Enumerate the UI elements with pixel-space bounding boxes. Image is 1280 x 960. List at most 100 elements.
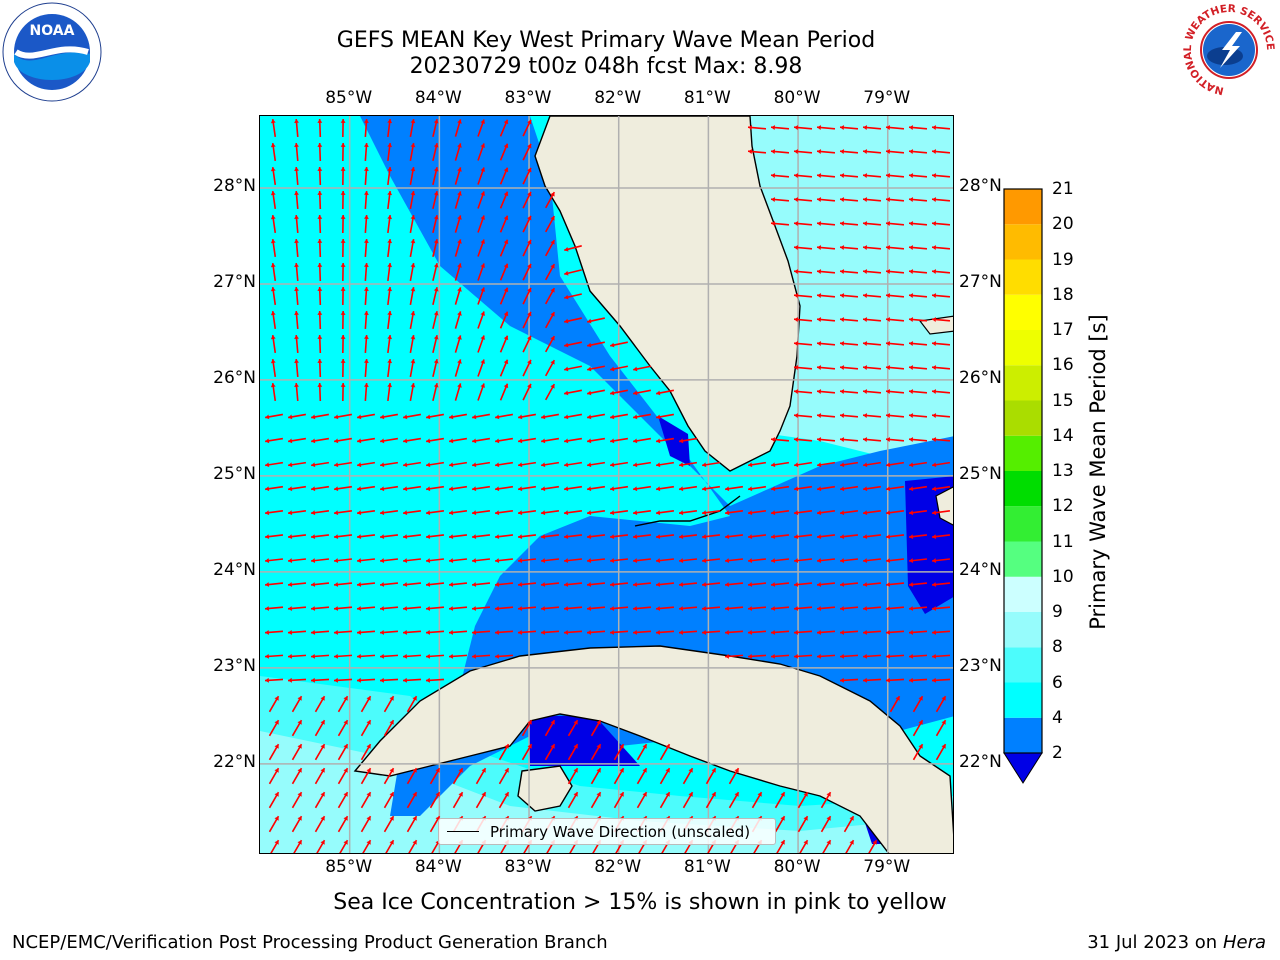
wave-arrow	[471, 510, 491, 516]
wave-arrow	[586, 413, 606, 420]
wave-arrow	[317, 310, 323, 330]
wave-arrow	[590, 791, 602, 809]
wave-arrow	[310, 630, 330, 635]
wave-arrow	[402, 510, 422, 516]
isla-juventud-land	[517, 765, 573, 812]
wave-arrow	[522, 191, 532, 209]
wave-arrow	[567, 743, 579, 761]
wave-arrow	[310, 534, 330, 540]
wave-arrow	[678, 630, 698, 635]
wave-arrow	[471, 630, 491, 635]
wave-arrow	[406, 815, 418, 833]
wave-arrow	[471, 461, 491, 468]
lat-label-left: 24°N	[213, 559, 256, 580]
wave-arrow	[586, 534, 606, 540]
wave-arrow	[291, 767, 303, 785]
wave-arrow	[774, 815, 786, 833]
wave-arrow	[816, 630, 836, 635]
wave-arrow	[409, 215, 416, 233]
wave-arrow	[793, 413, 813, 418]
wave-arrow	[425, 582, 445, 587]
wave-arrow	[839, 341, 859, 346]
colorbar-tick-label: 6	[1052, 672, 1063, 693]
wave-arrow	[862, 245, 882, 250]
wave-arrow	[770, 582, 790, 587]
wave-arrow	[425, 413, 445, 420]
wave-arrow	[522, 239, 532, 257]
wave-arrow	[931, 317, 951, 322]
wave-arrow	[477, 167, 486, 185]
wave-arrow	[337, 743, 349, 761]
colorbar-bin	[1004, 541, 1042, 577]
wave-arrow	[317, 334, 323, 354]
wave-arrow	[425, 485, 445, 492]
colorbar-bin	[1004, 717, 1042, 753]
wave-arrow	[498, 767, 510, 785]
wave-arrow	[885, 173, 905, 178]
wave-arrow	[885, 149, 905, 154]
wave-arrow	[862, 173, 882, 178]
colorbar-tick-label: 19	[1052, 249, 1074, 270]
wave-arrow	[268, 695, 280, 713]
wave-arrow	[659, 743, 671, 761]
wave-arrow	[770, 221, 790, 226]
andros-land	[935, 486, 953, 526]
wave-arrow	[379, 510, 399, 516]
wave-arrow	[931, 677, 951, 683]
wave-arrow	[387, 262, 393, 282]
wave-arrow	[432, 359, 439, 377]
wave-arrow	[360, 695, 372, 713]
wave-arrow	[908, 558, 928, 563]
wave-arrow	[517, 461, 537, 468]
wave-arrow	[287, 677, 307, 683]
wave-arrow	[409, 335, 416, 353]
colorbar-tick-label: 13	[1052, 461, 1074, 481]
wave-arrow	[885, 341, 905, 346]
wave-arrow	[839, 461, 859, 468]
wave-arrow	[387, 382, 393, 402]
wave-arrow	[340, 238, 346, 258]
wave-arrow	[587, 365, 605, 372]
wave-arrow	[862, 510, 882, 516]
wave-arrow	[448, 461, 468, 468]
wave-arrow	[287, 485, 307, 492]
wave-arrow	[931, 149, 951, 154]
wave-arrow	[793, 606, 813, 611]
wave-arrow	[908, 149, 928, 154]
wave-arrow	[564, 341, 582, 348]
wave-arrow	[310, 510, 330, 516]
wave-arrow	[747, 582, 767, 587]
wave-arrow	[402, 461, 422, 468]
wave-arrow	[379, 534, 399, 540]
wave-arrow	[816, 582, 836, 587]
wave-arrow	[747, 510, 767, 516]
colorbar-bin	[1004, 471, 1042, 507]
lat-label-right: 26°N	[959, 367, 1002, 388]
wave-arrow	[383, 767, 395, 785]
wave-arrow	[270, 142, 277, 162]
wave-arrow	[448, 653, 468, 659]
wave-arrow	[356, 653, 376, 659]
lon-label-top: 83°W	[504, 88, 552, 108]
wave-arrow	[379, 630, 399, 635]
wave-arrow	[793, 365, 813, 370]
wave-arrow	[632, 461, 652, 468]
wave-arrow	[793, 269, 813, 274]
wave-arrow	[682, 767, 694, 785]
wave-arrow	[931, 221, 951, 226]
wave-arrow	[448, 437, 468, 444]
wave-arrow	[770, 534, 790, 540]
wave-arrow	[747, 125, 767, 130]
wave-arrow	[908, 197, 928, 202]
wave-arrow	[270, 358, 277, 378]
wave-arrow	[816, 269, 836, 274]
wave-arrow	[362, 839, 372, 853]
wave-arrow	[448, 534, 468, 540]
wave-arrow	[632, 582, 652, 587]
wave-arrow	[885, 245, 905, 250]
wave-arrow	[931, 630, 951, 635]
lat-label-left: 26°N	[213, 367, 256, 388]
wave-arrow	[499, 263, 509, 281]
wave-arrow	[314, 719, 326, 737]
wave-arrow	[540, 534, 560, 540]
